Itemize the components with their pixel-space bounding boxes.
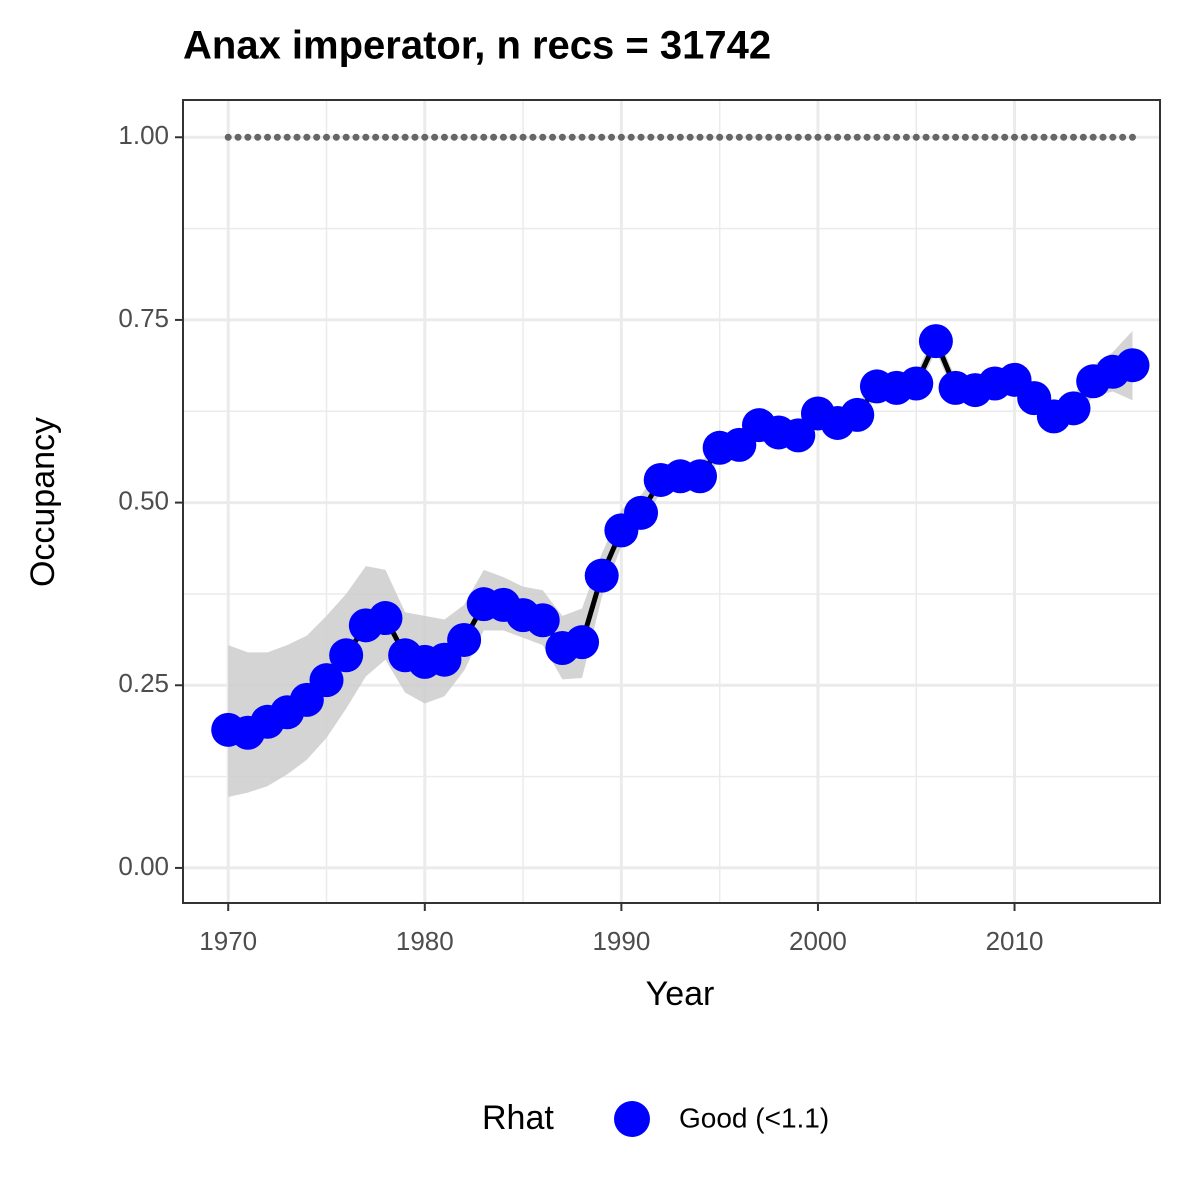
legend-title: Rhat (482, 1099, 554, 1137)
point (309, 663, 344, 698)
point (525, 603, 560, 638)
point (447, 622, 482, 657)
confidence-band (228, 330, 1133, 798)
y-tick-label: 0.00 (118, 851, 169, 881)
x-axis-title: Year (646, 975, 715, 1013)
x-tick-label: 1980 (396, 926, 454, 956)
point (368, 601, 403, 636)
panel-border (182, 99, 1161, 904)
point (918, 324, 953, 359)
point (584, 558, 619, 593)
y-tick-label: 0.25 (118, 668, 169, 698)
point (329, 638, 364, 673)
legend-label: Good (<1.1) (679, 1102, 829, 1133)
x-tick-label: 1970 (199, 926, 257, 956)
y-tick-label: 0.50 (118, 485, 169, 515)
y-tick-label: 0.75 (118, 303, 169, 333)
point (683, 459, 718, 494)
point (840, 397, 875, 432)
x-tick-label: 2010 (986, 926, 1044, 956)
point (565, 625, 600, 660)
y-axis-title: Occupancy (24, 417, 62, 587)
x-tick-label: 2000 (789, 926, 847, 956)
y-tick-label: 1.00 (118, 120, 169, 150)
point (899, 366, 934, 401)
x-tick-label: 1990 (592, 926, 650, 956)
point (1056, 391, 1091, 426)
legend-swatch (614, 1101, 650, 1137)
point (1115, 348, 1150, 383)
point (624, 495, 659, 530)
point (781, 418, 816, 453)
chart-title: Anax imperator, n recs = 31742 (183, 24, 771, 68)
